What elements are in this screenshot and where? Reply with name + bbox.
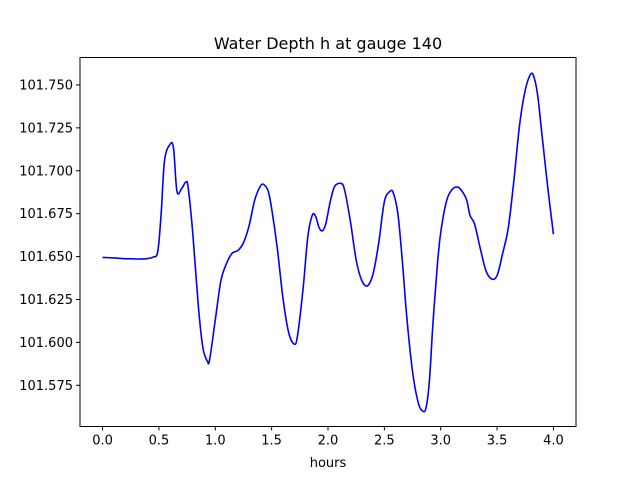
x-tick-label: 3.0	[430, 434, 451, 449]
y-tick-label: 101.725	[19, 121, 73, 136]
x-tick-label: 4.0	[543, 434, 564, 449]
x-tick-label: 3.5	[487, 434, 508, 449]
x-axis: 0.0 0.5 1.0 1.5 2.0 2.5 3.0 3.5 4.0	[92, 426, 564, 449]
y-tick-label: 101.625	[19, 293, 73, 308]
y-axis: 101.575 101.600 101.625 101.650 101.675 101.7…	[19, 78, 80, 394]
y-tick-label: 101.600	[19, 336, 73, 351]
axes-frame	[79, 57, 577, 427]
x-axis-label: hours	[310, 456, 347, 471]
x-tick-label: 1.0	[205, 434, 226, 449]
x-tick-label: 1.5	[261, 434, 282, 449]
plot-area	[102, 72, 555, 413]
y-tick-label: 101.650	[19, 250, 73, 265]
water-depth-series-line	[102, 72, 555, 413]
x-tick-label: 0.0	[92, 434, 113, 449]
x-tick-label: 2.0	[318, 434, 339, 449]
y-tick-label: 101.575	[19, 379, 73, 394]
y-tick-label: 101.700	[19, 164, 73, 179]
x-tick-label: 0.5	[149, 434, 170, 449]
y-tick-label: 101.750	[19, 78, 73, 93]
y-tick-label: 101.675	[19, 207, 73, 222]
chart-title: Water Depth h at gauge 140	[214, 34, 442, 53]
x-tick-label: 2.5	[374, 434, 395, 449]
